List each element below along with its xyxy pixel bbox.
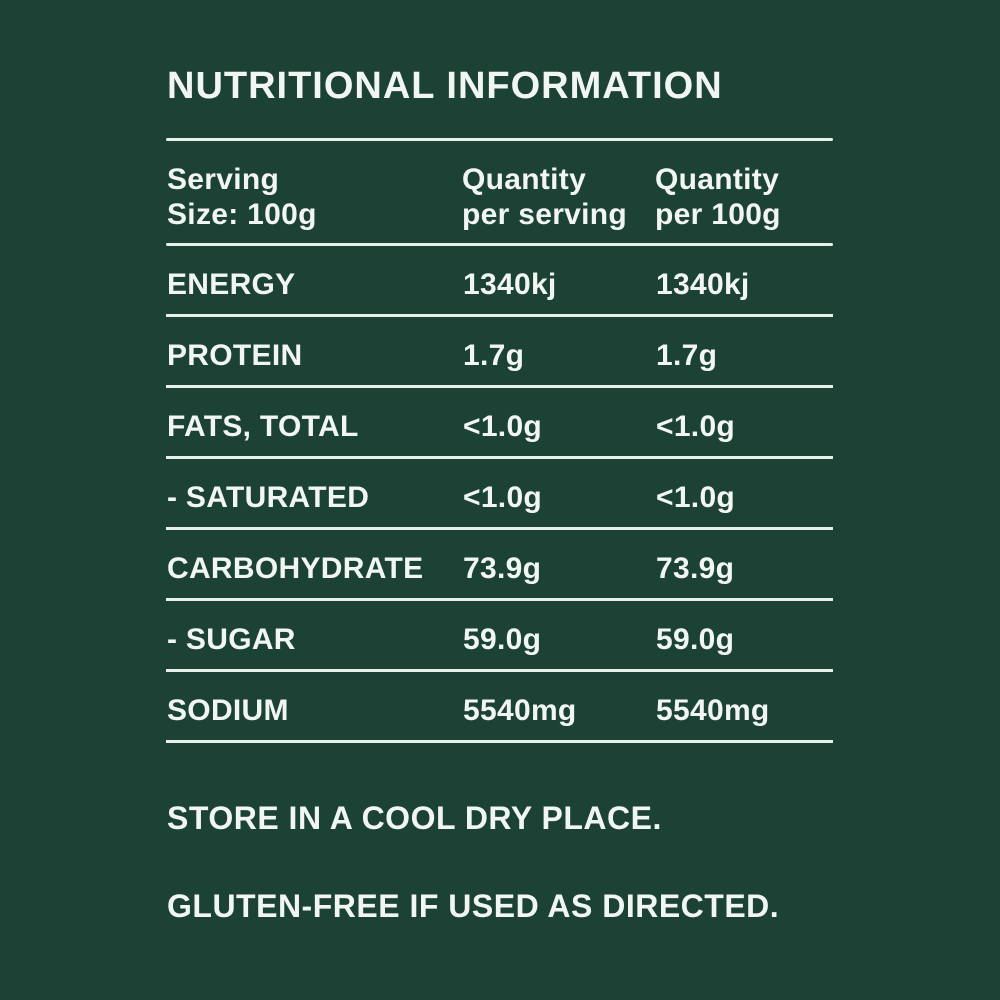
- header-serving-line1: Serving: [167, 163, 280, 196]
- nutrition-table: ENERGY 1340kj 1340kj PROTEIN 1.7g 1.7g F…: [166, 246, 833, 743]
- table-row-sugar: - SUGAR 59.0g 59.0g: [166, 601, 833, 672]
- title-divider: [166, 138, 833, 141]
- row-value-per-serving: <1.0g: [463, 409, 543, 443]
- table-header: Serving Size: 100g Quantity per serving …: [167, 162, 833, 232]
- header-per-100g-line2: per 100g: [655, 198, 781, 231]
- table-row-fats-total: FATS, TOTAL <1.0g <1.0g: [166, 388, 833, 459]
- row-value-per-100g: <1.0g: [656, 480, 736, 514]
- row-value-per-serving: 5540mg: [463, 693, 577, 727]
- row-value-per-serving: <1.0g: [463, 480, 543, 514]
- table-row-sodium: SODIUM 5540mg 5540mg: [166, 672, 833, 743]
- row-value-per-100g: 1340kj: [656, 267, 750, 301]
- header-col-per-serving: Quantity per serving: [462, 162, 655, 232]
- row-label: PROTEIN: [167, 338, 303, 372]
- row-label: - SATURATED: [167, 480, 370, 514]
- gluten-free-note: GLUTEN-FREE IF USED AS DIRECTED.: [167, 888, 780, 924]
- row-value-per-100g: <1.0g: [656, 409, 736, 443]
- header-serving-line2: Size: 100g: [167, 198, 317, 231]
- table-row-carbohydrate: CARBOHYDRATE 73.9g 73.9g: [166, 530, 833, 601]
- table-row-protein: PROTEIN 1.7g 1.7g: [166, 317, 833, 388]
- row-label: FATS, TOTAL: [167, 409, 359, 443]
- row-label: - SUGAR: [167, 622, 296, 656]
- row-value-per-serving: 1340kj: [463, 267, 557, 301]
- storage-note: STORE IN A COOL DRY PLACE.: [167, 800, 662, 836]
- row-value-per-serving: 1.7g: [463, 338, 525, 372]
- row-value-per-serving: 73.9g: [463, 551, 542, 585]
- row-value-per-100g: 59.0g: [656, 622, 735, 656]
- header-per-serving-line1: Quantity: [462, 163, 587, 196]
- row-label: CARBOHYDRATE: [167, 551, 424, 585]
- header-col-per-100g: Quantity per 100g: [655, 162, 833, 232]
- row-label: SODIUM: [167, 693, 289, 727]
- page-title: NUTRITIONAL INFORMATION: [167, 65, 723, 107]
- table-row-saturated: - SATURATED <1.0g <1.0g: [166, 459, 833, 530]
- row-value-per-100g: 5540mg: [656, 693, 770, 727]
- table-row-energy: ENERGY 1340kj 1340kj: [166, 246, 833, 317]
- header-col-serving-size: Serving Size: 100g: [167, 162, 462, 232]
- header-divider: [166, 243, 833, 246]
- row-value-per-100g: 73.9g: [656, 551, 735, 585]
- row-label: ENERGY: [167, 267, 296, 301]
- row-value-per-100g: 1.7g: [656, 338, 718, 372]
- row-value-per-serving: 59.0g: [463, 622, 542, 656]
- header-per-serving-line2: per serving: [462, 198, 628, 231]
- header-per-100g-line1: Quantity: [655, 163, 780, 196]
